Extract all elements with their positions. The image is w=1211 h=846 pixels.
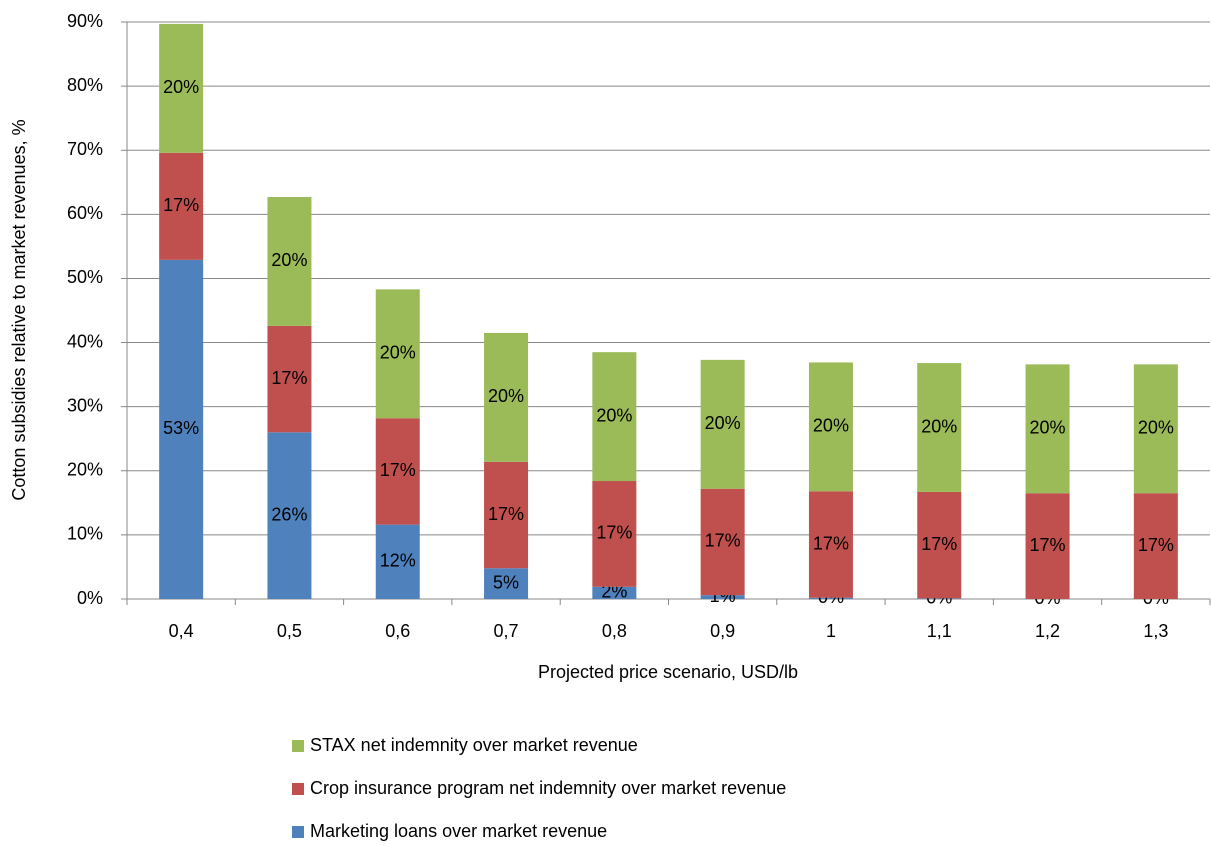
bar-segment bbox=[159, 23, 204, 153]
data-label: 5% bbox=[493, 572, 519, 592]
bar-segment bbox=[267, 432, 312, 599]
bar-segment bbox=[808, 597, 853, 599]
bar-segment bbox=[1025, 493, 1070, 599]
data-label: 20% bbox=[163, 77, 199, 97]
data-label: 17% bbox=[813, 533, 849, 553]
data-label: 20% bbox=[488, 386, 524, 406]
data-label: 26% bbox=[271, 504, 307, 524]
bar-segment bbox=[1025, 364, 1070, 494]
y-tick-label: 10% bbox=[67, 524, 103, 544]
data-label: 17% bbox=[271, 368, 307, 388]
y-tick-label: 80% bbox=[67, 75, 103, 95]
data-label: 20% bbox=[1138, 418, 1174, 438]
legend-swatch bbox=[292, 740, 304, 752]
bar-segment bbox=[917, 363, 962, 492]
y-tick-label: 70% bbox=[67, 139, 103, 159]
data-label: 17% bbox=[380, 460, 416, 480]
bar-segment bbox=[917, 491, 962, 599]
y-axis-title: Cotton subsidies relative to market reve… bbox=[9, 119, 29, 500]
data-label: 17% bbox=[163, 195, 199, 215]
data-label: 20% bbox=[813, 416, 849, 436]
x-axis-title: Projected price scenario, USD/lb bbox=[538, 662, 798, 682]
y-tick-label: 50% bbox=[67, 267, 103, 287]
bar-segment bbox=[484, 332, 529, 462]
y-tick-label: 20% bbox=[67, 460, 103, 480]
bar-segment bbox=[267, 325, 312, 433]
bar-segment bbox=[375, 289, 420, 419]
data-label: 17% bbox=[596, 523, 632, 543]
x-tick-label: 1,2 bbox=[1035, 621, 1060, 641]
legend-label: STAX net indemnity over market revenue bbox=[310, 735, 638, 755]
bar-segment bbox=[917, 598, 962, 599]
x-tick-label: 0,4 bbox=[169, 621, 194, 641]
data-label: 20% bbox=[271, 250, 307, 270]
y-tick-label: 30% bbox=[67, 395, 103, 415]
x-tick-label: 1,3 bbox=[1143, 621, 1168, 641]
data-label: 17% bbox=[1138, 535, 1174, 555]
data-label: 20% bbox=[705, 413, 741, 433]
data-label: 20% bbox=[596, 405, 632, 425]
bar-segment bbox=[267, 197, 312, 326]
bar-segment bbox=[700, 595, 745, 599]
legend-label: Crop insurance program net indemnity ove… bbox=[310, 778, 786, 798]
legend-swatch bbox=[292, 826, 304, 838]
data-label: 20% bbox=[921, 416, 957, 436]
data-label: 53% bbox=[163, 418, 199, 438]
bar-segment bbox=[700, 359, 745, 489]
bar-segment bbox=[1133, 493, 1178, 599]
bar-segment bbox=[159, 152, 204, 260]
bar-segment bbox=[592, 481, 637, 587]
data-label: 12% bbox=[380, 551, 416, 571]
data-label: 20% bbox=[1030, 418, 1066, 438]
bar-segment bbox=[592, 352, 637, 482]
data-label: 20% bbox=[380, 343, 416, 363]
bar-segment bbox=[592, 586, 637, 599]
bar-segment bbox=[375, 524, 420, 599]
x-tick-label: 1,1 bbox=[927, 621, 952, 641]
data-label: 17% bbox=[488, 504, 524, 524]
bar-segment bbox=[375, 418, 420, 525]
bar-segment bbox=[159, 259, 204, 599]
x-tick-label: 0,5 bbox=[277, 621, 302, 641]
bar-segment bbox=[484, 461, 529, 569]
y-tick-label: 0% bbox=[77, 588, 103, 608]
bar-segment bbox=[700, 488, 745, 596]
x-tick-label: 0,9 bbox=[710, 621, 735, 641]
data-label: 17% bbox=[705, 531, 741, 551]
x-tick-label: 0,6 bbox=[385, 621, 410, 641]
bar-segment bbox=[1133, 364, 1178, 494]
x-tick-label: 0,7 bbox=[494, 621, 519, 641]
data-label: 17% bbox=[921, 534, 957, 554]
y-tick-label: 40% bbox=[67, 331, 103, 351]
y-tick-label: 90% bbox=[67, 11, 103, 31]
legend-label: Marketing loans over market revenue bbox=[310, 821, 607, 841]
x-tick-label: 0,8 bbox=[602, 621, 627, 641]
data-label: 17% bbox=[1030, 535, 1066, 555]
legend-swatch bbox=[292, 783, 304, 795]
bar-segment bbox=[808, 491, 853, 598]
x-tick-label: 1 bbox=[826, 621, 836, 641]
y-tick-label: 60% bbox=[67, 203, 103, 223]
bar-segment bbox=[808, 362, 853, 492]
bar-segment bbox=[484, 568, 529, 599]
